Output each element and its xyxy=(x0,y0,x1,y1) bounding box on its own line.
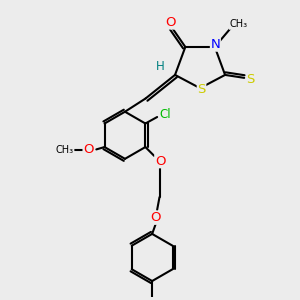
Text: Cl: Cl xyxy=(159,108,171,121)
Text: O: O xyxy=(83,143,94,157)
Text: S: S xyxy=(247,73,255,86)
Text: S: S xyxy=(197,83,206,96)
Text: O: O xyxy=(165,16,176,29)
Text: O: O xyxy=(150,211,160,224)
Text: N: N xyxy=(211,38,220,51)
Text: CH₃: CH₃ xyxy=(56,145,74,155)
Text: CH₃: CH₃ xyxy=(229,19,248,29)
Text: H: H xyxy=(156,60,165,73)
Text: O: O xyxy=(155,155,165,168)
